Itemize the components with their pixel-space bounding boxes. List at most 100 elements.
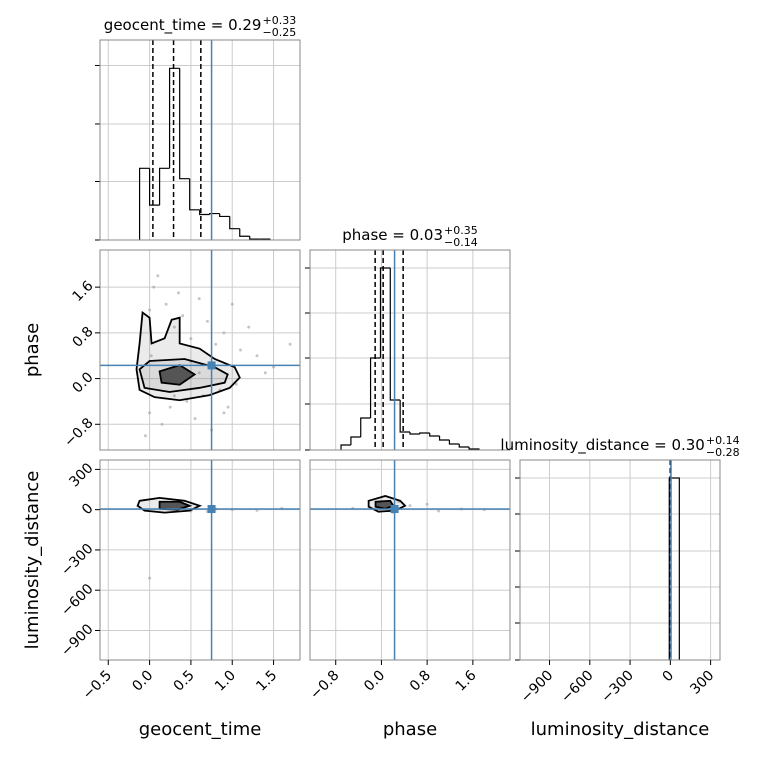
x-tick-label: 0 [660,668,678,686]
sample-point [160,422,164,426]
hist-step [399,400,410,433]
panel-frame [99,459,301,661]
title-minus: −0.14 [444,236,478,249]
y-tick-label: 0.0 [70,369,97,396]
x-tick-label: 0.0 [129,668,156,695]
hist-step [350,436,361,445]
panel-frame [519,459,721,661]
hist-step [239,228,250,237]
sample-point [156,274,160,278]
y-tick-label: 1.6 [70,278,97,305]
sample-point [181,314,185,318]
contour [158,364,197,386]
sample-point [408,504,412,508]
sample-point [197,371,201,375]
sample-point [148,411,152,415]
x-tick-label: 0.5 [171,668,198,695]
sample-point [185,399,189,403]
panel-title: phase = 0.03 [342,226,443,244]
sample-point [189,337,193,341]
sample-point [172,394,176,398]
sample-point [272,365,276,369]
sample-point [234,382,238,386]
contour [158,500,193,511]
hist-step [148,168,160,206]
x-tick-label: −900 [518,668,557,707]
title-plus: +0.35 [444,224,478,237]
sample-point [437,509,441,513]
x-tick-label: 1.0 [212,668,239,695]
x-tick-label: −300 [598,668,637,707]
y-tick-label: −600 [58,581,97,620]
hist-step [429,433,440,437]
sample-point [288,342,292,346]
hist-step [158,167,170,206]
title-minus: −0.28 [706,446,740,459]
sample-point [230,302,234,306]
sample-point [214,342,218,346]
panel-title: luminosity_distance = 0.30 [500,436,704,455]
panel-title: geocent_time = 0.29 [104,16,262,35]
sample-point [149,354,153,358]
hist-step [448,440,460,445]
sample-point [193,417,197,421]
hist-step [219,213,230,218]
x-tick-label: 1.6 [453,667,480,694]
x-tick-label: 0.0 [361,668,388,695]
hist-step [209,212,220,215]
hist-step [249,236,260,240]
sample-point [143,434,147,438]
x-tick-label: −0.5 [80,668,115,703]
hist-step [369,357,381,418]
y-tick-label: 0 [79,500,97,518]
x-axis-label: phase [383,719,437,740]
y-tick-label: −300 [58,541,97,580]
sample-point [263,371,267,375]
y-axis-label: phase [22,323,43,377]
hist-step [168,67,180,169]
x-tick-label: 300 [687,668,717,698]
sample-point [148,308,152,312]
x-tick-label: 1.5 [253,668,280,695]
truth-marker [207,361,216,370]
x-tick-label: −0.8 [307,668,342,703]
sample-point [222,411,226,415]
truth-marker [390,504,399,513]
hist-step [379,267,391,358]
panel-frame [99,39,301,241]
hist-step [360,417,371,437]
truth-marker [207,504,216,513]
x-tick-label: −600 [558,668,597,707]
y-tick-label: −900 [58,621,97,660]
sample-point [425,502,429,506]
panel-frame [99,249,301,451]
hist-step [438,436,450,441]
x-tick-label: 0.8 [407,668,434,695]
sample-point [222,331,226,335]
panel-frame [309,249,511,451]
sample-point [168,405,172,409]
title-plus: +0.33 [262,14,296,27]
y-tick-label: 300 [66,460,96,490]
y-axis-label: luminosity_distance [22,471,43,650]
sample-point [164,302,168,306]
sample-point [255,354,259,358]
contour [374,499,395,510]
title-plus: +0.14 [706,434,740,447]
hist-step [229,216,240,230]
x-axis-label: luminosity_distance [531,719,710,740]
sample-point [226,405,230,409]
sample-point [172,325,176,329]
sample-point [177,291,181,295]
hist-step [199,209,210,216]
hist-step [389,268,401,401]
hist-step [419,432,430,434]
y-tick-label: 0.8 [70,324,97,351]
hist-step [138,167,150,240]
hist-step [458,444,470,448]
title-minus: −0.25 [262,26,296,39]
sample-point [197,297,201,301]
hist-step [668,477,680,660]
hist-step [179,68,190,180]
